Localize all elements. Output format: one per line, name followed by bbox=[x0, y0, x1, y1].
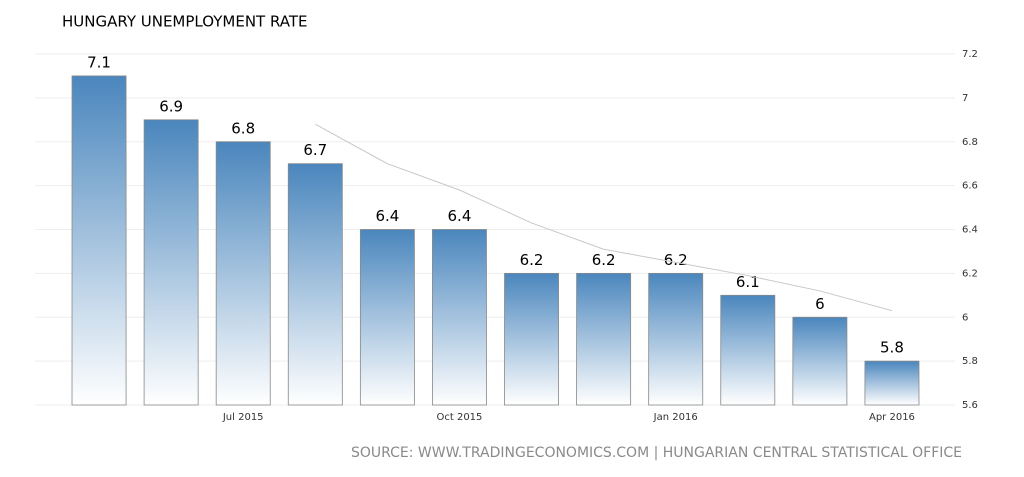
value-label: 6.2 bbox=[664, 251, 688, 269]
value-label: 6.8 bbox=[231, 119, 255, 137]
x-tick-label: Jan 2016 bbox=[653, 412, 698, 423]
bar bbox=[504, 272, 559, 406]
value-label: 6.2 bbox=[592, 251, 616, 269]
y-tick-label: 5.6 bbox=[962, 400, 978, 411]
y-tick-label: 6.6 bbox=[962, 181, 978, 192]
bar bbox=[792, 316, 848, 406]
value-label: 7.1 bbox=[87, 53, 111, 71]
value-label: 6.2 bbox=[520, 251, 544, 269]
value-label: 6.4 bbox=[448, 207, 472, 225]
value-label: 6 bbox=[815, 295, 825, 313]
chart-title: HUNGARY UNEMPLOYMENT RATE bbox=[62, 13, 308, 31]
value-label: 6.7 bbox=[303, 141, 327, 159]
bar bbox=[576, 272, 632, 406]
y-tick-label: 6.4 bbox=[962, 225, 978, 236]
y-tick-label: 6.2 bbox=[962, 268, 978, 279]
bar bbox=[359, 229, 415, 406]
bar bbox=[864, 360, 920, 406]
y-tick-label: 5.8 bbox=[962, 356, 978, 367]
trend-line bbox=[315, 123, 893, 312]
y-tick-label: 7 bbox=[962, 93, 968, 104]
bar bbox=[143, 119, 199, 406]
value-label: 6.9 bbox=[159, 97, 183, 115]
value-label: 6.4 bbox=[375, 207, 399, 225]
x-tick-label: Apr 2016 bbox=[869, 412, 915, 423]
bar bbox=[215, 141, 271, 406]
bar bbox=[287, 163, 343, 406]
bar bbox=[720, 294, 776, 406]
value-label: 5.8 bbox=[880, 339, 904, 357]
y-tick-label: 6.8 bbox=[962, 137, 978, 148]
x-tick-label: Oct 2015 bbox=[436, 412, 482, 423]
y-tick-label: 7.2 bbox=[962, 49, 978, 60]
bar bbox=[432, 229, 487, 406]
bar bbox=[648, 272, 704, 406]
bar bbox=[71, 75, 127, 406]
source-note: SOURCE: WWW.TRADINGECONOMICS.COM | HUNGA… bbox=[351, 445, 962, 461]
x-tick-label: Jul 2015 bbox=[222, 412, 264, 423]
y-tick-label: 6 bbox=[962, 312, 968, 323]
